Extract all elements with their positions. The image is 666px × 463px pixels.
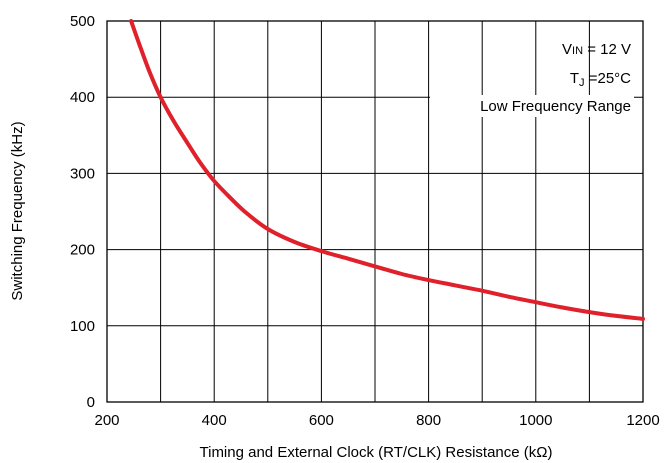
y-tick-label: 200 — [70, 242, 95, 259]
x-tick-label: 1000 — [519, 412, 552, 429]
annotation-box — [430, 95, 634, 117]
annotation-range: Low Frequency Range — [480, 98, 631, 115]
x-tick-label: 400 — [202, 412, 227, 429]
y-tick-label: 100 — [70, 318, 95, 335]
y-tick-label: 0 — [87, 394, 95, 411]
plot-frame — [106, 20, 644, 403]
x-axis-title: Timing and External Clock (RT/CLK) Resis… — [200, 444, 553, 461]
y-tick-label: 400 — [70, 89, 95, 106]
x-tick-label: 800 — [416, 412, 441, 429]
annotation-vin: VIN = 12 V — [562, 41, 631, 58]
y-tick-label: 300 — [70, 165, 95, 182]
y-axis-title: Switching Frequency (kHz) — [9, 121, 26, 300]
grid — [107, 21, 643, 402]
y-tick-label: 500 — [70, 13, 95, 30]
x-tick-label: 200 — [94, 412, 119, 429]
x-tick-label: 600 — [309, 412, 334, 429]
frequency-curve — [129, 19, 645, 321]
annotation-tj: TJ =25°C — [570, 70, 631, 89]
x-tick-labels: 200 400 600 800 1000 1200 — [94, 412, 659, 429]
y-tick-labels: 0 100 200 300 400 500 — [70, 13, 95, 411]
x-tick-label: 1200 — [626, 412, 659, 429]
